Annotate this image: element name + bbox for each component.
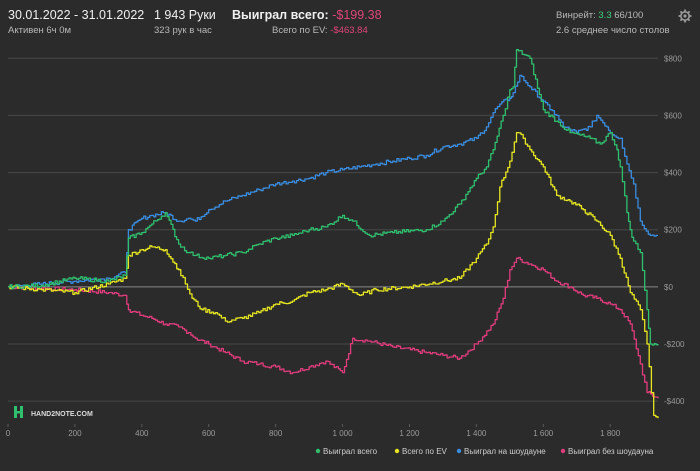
chart-grid bbox=[7, 57, 658, 427]
x-tick-label: 1 200 bbox=[399, 429, 420, 438]
legend-item[interactable]: Всего по EV bbox=[402, 447, 448, 456]
x-tick-label: 1 400 bbox=[466, 429, 487, 438]
legend-swatch bbox=[456, 448, 462, 454]
y-axis-labels: $800 $600 $400 $200 $0 -$200 -$400 bbox=[664, 54, 685, 406]
legend-item[interactable]: Выиграл на шоудауне bbox=[464, 447, 546, 456]
legend-swatch bbox=[315, 448, 321, 454]
y-tick-label: $200 bbox=[664, 226, 682, 235]
winrate-value: 3.3 bbox=[598, 10, 612, 21]
winrate-label: Винрейт: bbox=[556, 10, 596, 21]
active-time: Активен 6ч 0м bbox=[8, 25, 72, 36]
hands-count: 1 943 Руки bbox=[154, 8, 216, 22]
avg-tables: 2.6 среднее число столов bbox=[556, 25, 670, 36]
legend-item[interactable]: Выиграл всего bbox=[323, 447, 378, 456]
hands-per-hour: 323 рук в час bbox=[154, 25, 212, 36]
hand2note-logo: HAND2NOTE.COM bbox=[14, 406, 93, 418]
logo-text: HAND2NOTE.COM bbox=[31, 411, 93, 418]
chart-legend: Выиграл всего Всего по EV Выиграл на шоуда… bbox=[315, 447, 654, 456]
ev-total-label: Всего по EV: bbox=[272, 25, 328, 36]
ev-total: Всего по EV: -$463.84 bbox=[272, 25, 368, 36]
x-tick-label: 1 800 bbox=[600, 429, 621, 438]
series-line-0 bbox=[8, 49, 659, 346]
x-tick-label: 1 000 bbox=[333, 429, 354, 438]
x-tick-label: 1 600 bbox=[533, 429, 554, 438]
ev-total-value: -$463.84 bbox=[330, 25, 368, 36]
logo-icon-cross bbox=[14, 411, 23, 414]
chart-series bbox=[8, 49, 659, 419]
x-axis-labels: 0 200 400 600 800 1 000 1 200 1 400 1 600 1 800 bbox=[6, 429, 621, 438]
y-tick-label: $400 bbox=[664, 169, 682, 178]
y-tick-label: -$200 bbox=[664, 340, 685, 349]
series-line-1 bbox=[8, 131, 659, 419]
x-tick-label: 400 bbox=[135, 429, 149, 438]
series-line-2 bbox=[8, 74, 658, 289]
winrate-suffix: 66/100 bbox=[614, 10, 644, 21]
legend-item[interactable]: Выиграл без шоудауна bbox=[568, 447, 654, 456]
won-total: Выиграл всего: -$199.38 bbox=[232, 8, 382, 22]
winrate: Винрейт: 3.3 66/100 bbox=[556, 10, 643, 21]
x-tick-label: 800 bbox=[269, 429, 283, 438]
legend-swatch bbox=[560, 448, 566, 454]
summary-header: 30.01.2022 - 31.01.2022 Активен 6ч 0м 1 … bbox=[0, 0, 700, 44]
date-range[interactable]: 30.01.2022 - 31.01.2022 bbox=[8, 8, 145, 22]
x-tick-label: 200 bbox=[68, 429, 82, 438]
y-tick-label: -$400 bbox=[664, 397, 685, 406]
won-total-value: -$199.38 bbox=[332, 8, 382, 22]
x-tick-label: 600 bbox=[202, 429, 216, 438]
series-line-3 bbox=[8, 256, 659, 399]
y-tick-label: $600 bbox=[664, 111, 682, 120]
y-tick-label: $0 bbox=[664, 283, 673, 292]
won-total-label: Выиграл всего: bbox=[232, 8, 329, 22]
y-tick-label: $800 bbox=[664, 54, 682, 63]
profit-graph: $800 $600 $400 $200 $0 -$200 -$400 0 200 400 600 8… bbox=[6, 49, 685, 456]
settings-gear-icon[interactable] bbox=[678, 9, 692, 23]
legend-swatch bbox=[394, 448, 400, 454]
x-tick-label: 0 bbox=[6, 429, 11, 438]
